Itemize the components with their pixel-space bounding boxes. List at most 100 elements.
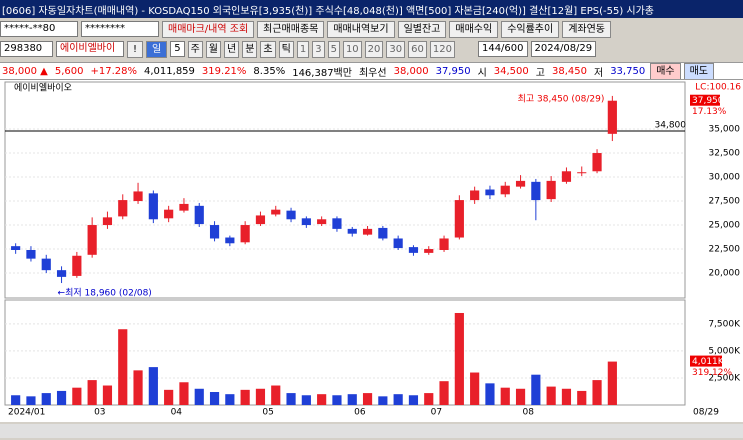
y-tick-label: 22,500 [709, 245, 741, 255]
account-input[interactable]: *****-**80 [0, 21, 78, 37]
candle-body [26, 250, 36, 259]
period-button[interactable]: 초 [260, 40, 276, 58]
quote-volume-rate: 319.21% [201, 65, 247, 77]
volume-bar [592, 380, 602, 405]
price-pane [4, 81, 686, 299]
interval-button[interactable]: 120 [429, 40, 455, 58]
toolbar-button[interactable]: 계좌연동 [562, 20, 611, 38]
volume-bar [240, 389, 250, 405]
candle-body [194, 205, 204, 225]
volume-tick-label: 2,500K [708, 373, 741, 383]
period-button[interactable]: 년 [224, 40, 240, 58]
quote-turnover: 8.35% [253, 65, 286, 77]
candle-body [362, 228, 373, 235]
volume-bar [470, 372, 480, 405]
date-input[interactable]: 2024/08/29 [530, 41, 597, 57]
volume-bar [378, 396, 388, 405]
toolbar-button[interactable]: 매매내역보기 [327, 20, 395, 38]
candle-body [515, 180, 526, 187]
volume-bar [439, 381, 449, 405]
x-tick-label: 08 [522, 408, 534, 418]
volume-bar [577, 390, 587, 405]
volume-bar [561, 388, 572, 405]
candle-body [561, 171, 572, 182]
candle-body [485, 189, 495, 196]
volume-bar [347, 394, 357, 405]
scrollbar[interactable] [0, 424, 743, 438]
candle-body [72, 255, 82, 276]
candle-body [240, 225, 250, 243]
name-input[interactable]: 에이비엘바이 [56, 41, 124, 57]
interval-button[interactable]: 3 [312, 40, 325, 58]
candle-body [41, 258, 51, 271]
volume-bar [454, 312, 464, 405]
alert-button[interactable]: ! [127, 40, 144, 58]
toolbar-button[interactable]: 수익률추이 [501, 20, 560, 38]
candle-body [209, 225, 220, 239]
volume-bar [133, 370, 143, 405]
interval-button[interactable]: 30 [386, 40, 406, 58]
toolbar-button[interactable]: 일별잔고 [397, 20, 447, 38]
volume-bar [393, 394, 403, 405]
volume-bar [424, 393, 434, 405]
volume-bar [225, 394, 235, 405]
volume-bar [164, 389, 174, 405]
y-tick-label: 25,000 [709, 221, 741, 231]
candle-body [393, 238, 403, 249]
interval-button[interactable]: 20 [364, 40, 384, 58]
period-button[interactable]: 월 [205, 40, 221, 58]
period-button[interactable]: 주 [187, 40, 203, 58]
last-volume-box [690, 355, 722, 367]
candle-body [87, 225, 97, 255]
candle-body [577, 172, 587, 174]
interval-button[interactable]: 5 [327, 40, 340, 58]
quote-sell[interactable]: 매도 [683, 63, 714, 79]
candle-body [500, 185, 510, 195]
quote-low: 33,750 [610, 65, 646, 77]
toolbar-button[interactable]: 매매마크/내역 조회 [162, 20, 255, 38]
candle-body [255, 215, 266, 225]
toolbar-button[interactable]: 매매수익 [449, 20, 499, 38]
quote-rate: +17.28% [90, 65, 138, 77]
interval-button[interactable]: 1 [296, 40, 310, 58]
toolbar-button[interactable]: 최근매매종목 [257, 20, 325, 38]
day-button[interactable]: 일 [146, 40, 168, 58]
quote-open: 34,500 [493, 65, 529, 77]
lc-label: LC:100.16 [695, 83, 741, 93]
code-input[interactable]: 298380 [0, 41, 53, 57]
volume-bar [546, 386, 556, 405]
last-volume: 4,011K [692, 357, 725, 367]
candle-body [531, 181, 541, 201]
chart-title: 에이비엘바이오 [14, 83, 72, 94]
volume-bar [500, 387, 510, 405]
candle-body [332, 218, 342, 229]
quote-buy[interactable]: 매수 [650, 63, 681, 79]
period-button[interactable]: 틱 [278, 40, 294, 58]
volume-bar [56, 390, 67, 405]
volume-bar [607, 361, 617, 405]
y-tick-label: 27,500 [709, 197, 741, 207]
y-tick-label: 35,000 [709, 125, 741, 135]
volume-tick-label: 5,000K [708, 346, 741, 356]
quote-volume: 4,011,859 [144, 65, 195, 77]
quote-amount: 146,387백만 [292, 67, 352, 79]
candle-body [56, 270, 67, 277]
volume-bar [118, 329, 128, 405]
candle-body [592, 153, 602, 172]
volume-bar [194, 388, 204, 405]
range-input[interactable]: 144/600 [477, 41, 528, 57]
period-button[interactable]: 분 [242, 40, 258, 58]
window-title: [0606] 자동일자차트(매매내역) - KOSDAQ150 외국인보유[3,… [2, 5, 654, 17]
password-input[interactable]: ******** [81, 21, 159, 37]
candle-body [607, 100, 617, 134]
candle-body [347, 228, 357, 234]
count-input[interactable]: 5 [170, 41, 185, 57]
x-tick-label: 07 [431, 408, 442, 418]
quote-low-label: 저 [593, 67, 604, 79]
interval-button[interactable]: 60 [408, 40, 427, 58]
chart: 에이비엘바이오 20,000 22,500 25,000 27,500 30,000 32… [0, 80, 743, 422]
volume-bar [317, 394, 327, 405]
x-tick-label: 08/29 [693, 408, 719, 418]
interval-button[interactable]: 10 [342, 40, 362, 58]
